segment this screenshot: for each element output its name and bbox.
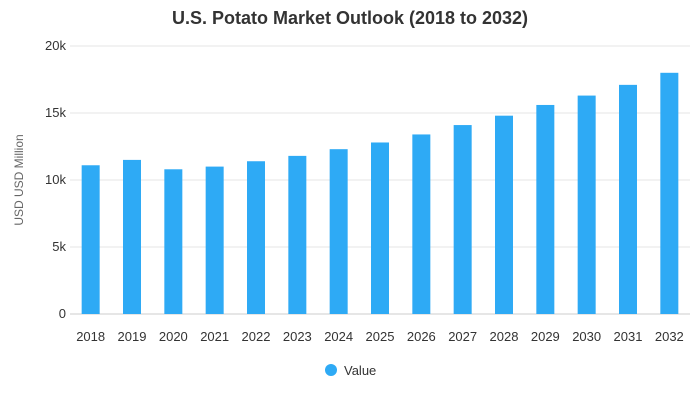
bar-2022[interactable] <box>247 161 265 314</box>
x-tick-label: 2025 <box>366 329 395 344</box>
bar-2023[interactable] <box>288 155 307 314</box>
y-axis-label: USD USD Million <box>12 134 26 225</box>
x-tick-label: 2030 <box>572 329 601 344</box>
bar-2031[interactable] <box>619 84 637 314</box>
x-tick-label: 2020 <box>159 329 188 344</box>
y-tick-label: 15k <box>45 105 66 120</box>
chart-title: U.S. Potato Market Outlook (2018 to 2032… <box>172 8 528 28</box>
bar-2021[interactable] <box>205 166 224 314</box>
legend-label: Value <box>344 363 376 378</box>
x-tick-label: 2031 <box>614 329 643 344</box>
x-tick-label: 2024 <box>324 329 353 344</box>
y-tick-label: 0 <box>59 306 66 321</box>
legend-swatch <box>325 364 337 376</box>
x-tick-label: 2027 <box>448 329 477 344</box>
y-tick-label: 10k <box>45 172 66 187</box>
bar-2028[interactable] <box>495 115 513 315</box>
bar-2018[interactable] <box>81 165 100 314</box>
y-axis-ticks: 0 5k 10k 15k 20k <box>45 38 66 321</box>
x-tick-label: 2019 <box>118 329 147 344</box>
x-tick-label: 2029 <box>531 329 560 344</box>
x-axis-ticks: 2018 2019 2020 2021 2022 2023 2024 2025 2026 2027… <box>76 329 684 344</box>
x-tick-label: 2022 <box>242 329 271 344</box>
x-tick-label: 2026 <box>407 329 436 344</box>
legend[interactable]: Value <box>325 363 376 378</box>
bar-2025[interactable] <box>371 142 389 314</box>
x-tick-label: 2032 <box>655 329 684 344</box>
bars-group <box>81 72 679 315</box>
bar-2024[interactable] <box>329 149 348 314</box>
bar-2032[interactable] <box>660 72 679 314</box>
x-tick-label: 2028 <box>490 329 519 344</box>
x-tick-label: 2023 <box>283 329 312 344</box>
bar-2027[interactable] <box>453 125 472 314</box>
y-tick-label: 5k <box>52 239 66 254</box>
bar-2029[interactable] <box>536 104 555 315</box>
y-tick-label: 20k <box>45 38 66 53</box>
x-tick-label: 2018 <box>76 329 105 344</box>
bar-2026[interactable] <box>412 134 431 314</box>
bar-2019[interactable] <box>123 159 141 314</box>
bar-2020[interactable] <box>164 169 183 314</box>
x-tick-label: 2021 <box>200 329 229 344</box>
bar-2030[interactable] <box>577 95 596 314</box>
